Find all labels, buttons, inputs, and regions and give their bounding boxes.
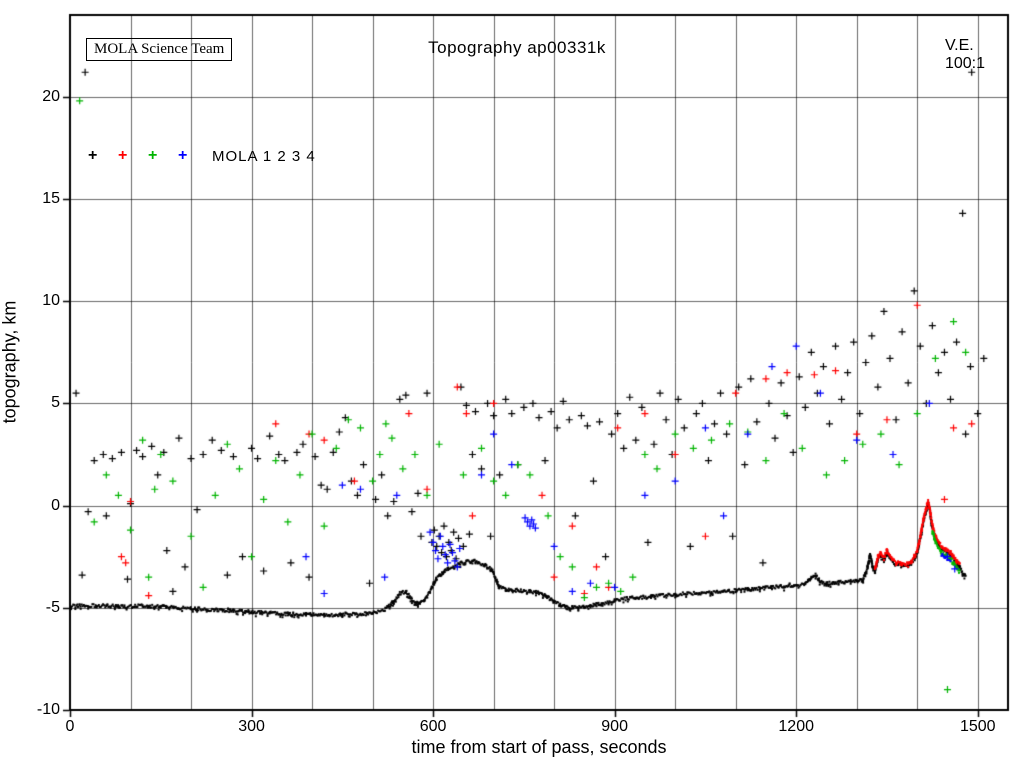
legend-markers: + + + + [88, 147, 208, 165]
credit-box: MOLA Science Team [86, 38, 233, 61]
legend-marker-mola2: + [118, 147, 128, 164]
y-tick-label: 20 [42, 87, 60, 105]
y-tick-label: -10 [36, 701, 60, 718]
plot-title: Topography ap00331k [428, 38, 606, 57]
vertical-exaggeration-label: V.E. 100:1 [944, 37, 986, 72]
y-tick-label: 10 [42, 292, 60, 310]
y-tick-label: 5 [51, 394, 60, 412]
x-tick-label: 1500 [959, 718, 996, 735]
x-tick-label: 600 [419, 718, 447, 735]
y-tick-label: 15 [42, 189, 60, 207]
x-tick-label: 0 [65, 718, 75, 735]
y-tick-label: -5 [45, 598, 60, 616]
y-tick-label: 0 [51, 496, 60, 514]
legend-marker-mola3: + [148, 147, 158, 164]
legend-marker-mola4: + [178, 147, 188, 164]
legend-label: MOLA 1 2 3 4 [212, 147, 316, 165]
x-tick-label: 300 [238, 718, 265, 735]
x-tick-label: 1200 [778, 718, 814, 735]
legend-marker-mola1: + [88, 147, 98, 164]
legend: + + + + MOLA 1 2 3 4 [88, 147, 316, 165]
x-axis-label: time from start of pass, seconds [411, 737, 667, 757]
x-tick-label: 900 [601, 718, 628, 735]
